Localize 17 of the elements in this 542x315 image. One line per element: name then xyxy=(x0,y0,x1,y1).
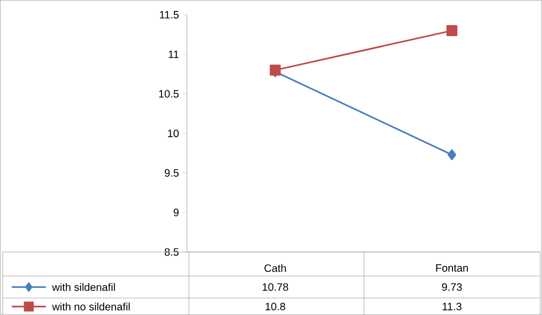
y-tick-label: 10.5 xyxy=(159,90,179,98)
y-tick-label: 11.5 xyxy=(160,10,179,18)
data-label: 11.3 xyxy=(442,302,462,310)
data-label: 10.8 xyxy=(266,302,286,310)
legend-label: with sildenafil xyxy=(52,282,115,291)
y-tick-label: 9 xyxy=(174,208,179,216)
y-tick-label: 11 xyxy=(168,50,179,58)
x-tick-label: Cath xyxy=(264,264,286,272)
data-label: 9.73 xyxy=(442,283,462,291)
point xyxy=(448,149,456,160)
data-label: 10.78 xyxy=(262,283,288,291)
y-tick-label: 9.5 xyxy=(164,168,179,177)
legend-label: with no sildenafil xyxy=(52,302,130,310)
y-tick-label: 10 xyxy=(168,129,179,138)
y-tick-label: 8.5 xyxy=(164,248,179,256)
x-tick-label: Fontan xyxy=(436,264,468,272)
point xyxy=(446,24,458,36)
